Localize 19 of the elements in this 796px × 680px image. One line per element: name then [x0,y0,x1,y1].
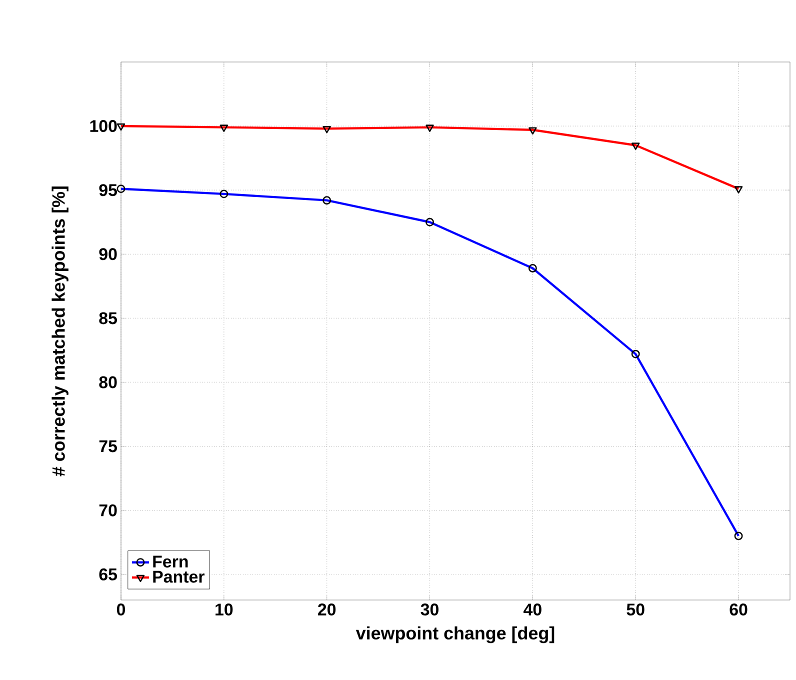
y-tick-label: 85 [99,312,118,324]
x-tick-label: 50 [626,604,644,616]
y-tick-label: 80 [99,376,117,388]
y-tick-label: 70 [99,504,117,516]
y-tick-label: 75 [99,440,118,452]
y-axis-title: # correctly matched keypoints [%] [52,186,68,476]
y-tick-label: 95 [99,184,118,196]
y-tick-label: 90 [99,248,117,260]
y-tick-label: 65 [99,568,118,580]
x-axis-title: viewpoint change [deg] [356,626,554,644]
x-tick-label: 10 [216,604,233,616]
legend-label: Fern [153,556,188,568]
x-tick-label: 30 [420,604,438,616]
x-tick-label: 20 [318,604,336,616]
legend-label: Panter [153,570,205,583]
y-tick-label: 100 [90,120,117,132]
x-tick-label: 40 [524,604,542,616]
x-tick-label: 0 [116,604,126,616]
x-tick-label: 60 [730,604,748,616]
